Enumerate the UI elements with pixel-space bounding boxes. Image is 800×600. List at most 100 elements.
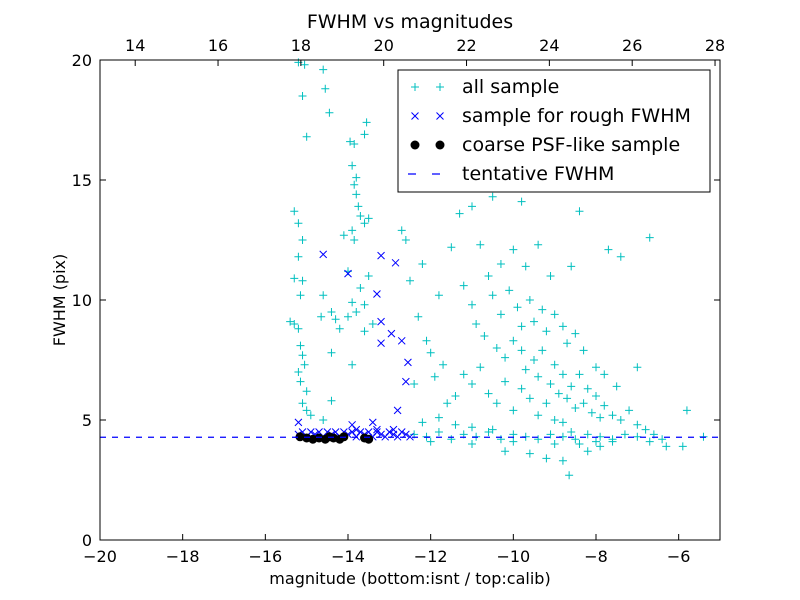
all-sample-point [468, 423, 476, 432]
all-sample-point [550, 416, 559, 424]
top-x-tick-label: 16 [208, 36, 228, 55]
all-sample-point [633, 363, 642, 372]
all-sample-point [542, 454, 551, 463]
all-sample-point [633, 420, 642, 429]
all-sample-point [451, 392, 460, 400]
all-sample-point [616, 252, 625, 261]
all-sample-point [546, 272, 555, 280]
all-sample-point [294, 252, 303, 261]
all-sample-point [633, 432, 642, 441]
all-sample-point [567, 262, 576, 271]
all-sample-point [414, 312, 423, 321]
rough-sample-point [397, 428, 406, 436]
all-sample-point [525, 394, 534, 403]
all-sample-point [335, 324, 344, 333]
rough-sample-point [377, 317, 385, 326]
all-sample-point [298, 399, 307, 408]
all-sample-point [434, 428, 443, 436]
all-sample-point [354, 202, 363, 211]
all-sample-point [616, 416, 625, 424]
all-sample-point [571, 435, 580, 444]
all-sample-point [364, 272, 373, 280]
all-sample-point [331, 315, 340, 324]
legend-marker-all [436, 83, 444, 91]
top-x-tick-label: 24 [539, 36, 559, 55]
all-sample-point [488, 425, 497, 434]
all-sample-point [592, 437, 600, 446]
all-sample-point [325, 108, 334, 117]
all-sample-point [565, 471, 574, 480]
all-sample-point [538, 346, 547, 355]
legend-label-psf-sample: coarse PSF-like sample [462, 134, 680, 156]
all-sample-point [348, 226, 357, 235]
all-sample-point [579, 346, 588, 355]
all-sample-point [563, 339, 572, 348]
top-x-tick-label: 22 [456, 36, 476, 55]
all-sample-point [492, 344, 501, 352]
rough-sample-point [389, 425, 398, 434]
top-x-tick-label: 28 [705, 36, 725, 55]
all-sample-point [443, 399, 452, 408]
all-sample-point [678, 442, 687, 451]
all-sample-point [306, 411, 315, 420]
all-sample-point [525, 296, 534, 304]
all-sample-point [571, 329, 580, 338]
all-sample-point [641, 425, 650, 434]
x-tick-label: −12 [414, 547, 448, 566]
rough-sample-point [404, 358, 412, 367]
all-sample-point [459, 281, 468, 290]
all-sample-point [484, 272, 493, 280]
x-tick-label: −8 [584, 547, 608, 566]
all-sample-point [592, 392, 600, 400]
all-sample-point [682, 406, 691, 415]
all-sample-point [550, 310, 559, 319]
all-sample-point [348, 298, 357, 307]
all-sample-point [468, 440, 476, 448]
all-sample-point [596, 413, 605, 422]
all-sample-point [534, 240, 543, 249]
all-sample-point [418, 260, 427, 268]
all-sample-point [554, 389, 563, 398]
all-sample-point [352, 173, 361, 182]
rough-sample-point [377, 251, 385, 260]
all-sample-point [447, 243, 456, 252]
all-sample-point [300, 360, 309, 369]
all-sample-point [608, 435, 617, 444]
legend-label-rough-sample: sample for rough FWHM [462, 105, 691, 127]
legend-label-tentative-fwhm: tentative FWHM [462, 163, 614, 185]
rough-sample-point [391, 258, 400, 267]
all-sample-point [317, 312, 326, 321]
all-sample-point [327, 396, 336, 405]
all-sample-point [350, 236, 359, 244]
all-sample-point [298, 92, 307, 100]
all-sample-point [534, 372, 543, 381]
all-sample-point [319, 291, 328, 300]
all-sample-point [327, 308, 336, 316]
all-sample-point [583, 447, 592, 456]
all-sample-point [350, 180, 359, 189]
all-sample-point [296, 341, 305, 350]
all-sample-point [360, 130, 369, 139]
all-sample-point [513, 303, 522, 312]
rough-sample-point [294, 418, 303, 427]
legend-box [397, 69, 711, 193]
all-sample-point [430, 372, 439, 381]
rough-sample-point [344, 269, 352, 278]
all-sample-point [294, 368, 303, 376]
all-sample-point [360, 219, 369, 228]
rough-sample-point [406, 432, 414, 441]
rough-sample-point [377, 339, 385, 348]
all-sample-point [455, 209, 464, 218]
all-sample-point [480, 332, 489, 340]
all-sample-point [509, 245, 518, 254]
top-x-tick-label: 26 [622, 36, 642, 55]
all-sample-point [397, 226, 406, 235]
all-sample-point [302, 132, 311, 141]
x-tick-label: −18 [166, 547, 200, 566]
all-sample-point [645, 437, 654, 446]
all-sample-point [542, 399, 551, 408]
all-sample-point [294, 324, 303, 333]
all-sample-point [447, 435, 456, 444]
all-sample-point [501, 353, 510, 362]
all-sample-point [662, 442, 671, 451]
